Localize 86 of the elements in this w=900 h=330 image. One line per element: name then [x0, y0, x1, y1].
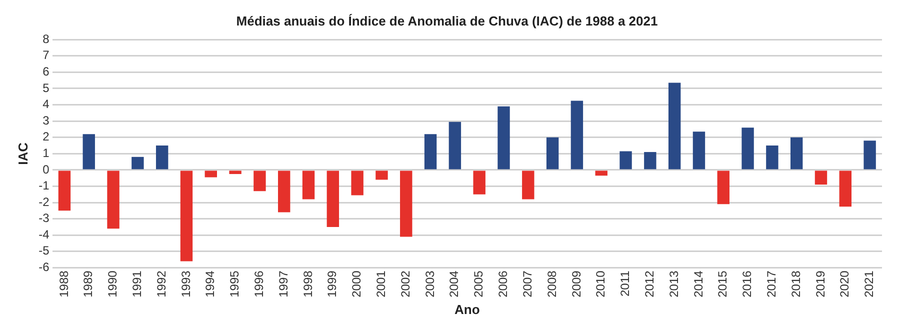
y-tick-label: -2 [38, 194, 50, 209]
y-tick-label: 4 [42, 97, 50, 112]
bar [717, 170, 730, 204]
x-tick-label: 1989 [81, 270, 96, 298]
x-tick-label: 2009 [569, 270, 584, 298]
x-tick-label: 2005 [472, 270, 486, 298]
x-tick-label: 1998 [300, 270, 315, 298]
x-tick-label: 1988 [56, 270, 71, 298]
y-tick-label: -5 [38, 244, 50, 258]
y-tick-label: -3 [38, 211, 50, 226]
y-tick-label: 1 [42, 146, 50, 160]
bar [82, 134, 95, 170]
x-tick-label: 1995 [228, 270, 242, 298]
x-tick-label: 2003 [422, 270, 437, 298]
x-tick-label: 1997 [276, 270, 290, 298]
bar [864, 140, 876, 170]
bar [424, 134, 437, 170]
bar [229, 170, 242, 174]
bar [814, 170, 828, 185]
bar [522, 170, 534, 200]
x-tick-label: 2011 [618, 270, 632, 297]
x-tick-label: 1999 [325, 270, 340, 298]
x-tick-label: 2010 [594, 270, 608, 298]
x-tick-label: 1996 [252, 270, 266, 298]
bar [132, 156, 144, 170]
y-tick-label: -6 [38, 260, 50, 274]
bar [326, 170, 340, 227]
x-tick-label: 2019 [813, 270, 828, 298]
bar [620, 151, 632, 170]
x-tick-label: 2016 [740, 270, 754, 298]
y-tick-label: 2 [42, 130, 50, 144]
x-tick-label: 1990 [106, 270, 120, 298]
y-tick-label: 8 [42, 32, 50, 46]
bar [668, 82, 681, 170]
bar [376, 170, 388, 180]
y-tick-label: 7 [42, 48, 50, 62]
chart-title: Médias anuais do Índice de Anomalia de Chuva (IAC) de 1988 a 2021 [236, 13, 658, 28]
bar [742, 128, 754, 170]
bar [107, 170, 120, 229]
x-tick-label: 2014 [691, 270, 706, 298]
x-axis-title: Ano [454, 302, 480, 317]
bar [351, 170, 364, 196]
bar [644, 152, 656, 170]
bar [790, 137, 803, 170]
y-tick-label: -4 [38, 227, 50, 242]
bar [498, 106, 510, 170]
bar [595, 170, 608, 176]
bar [58, 170, 71, 211]
x-tick-label: 2012 [642, 270, 656, 298]
y-tick-label: 0 [42, 162, 50, 176]
x-tick-label: 2017 [764, 270, 778, 298]
bar [692, 132, 706, 170]
bar [278, 170, 290, 212]
x-tick-label: 2001 [374, 270, 388, 298]
bar [254, 170, 266, 192]
x-tick-label: 2020 [838, 270, 852, 298]
bar [400, 170, 412, 237]
bar [302, 170, 315, 200]
x-tick-label: 2021 [862, 270, 876, 298]
bar [448, 122, 462, 170]
bar [180, 170, 193, 262]
x-tick-label: 2018 [788, 270, 803, 298]
bar [570, 100, 584, 170]
x-tick-label: 2013 [666, 270, 681, 298]
x-tick-label: 1993 [178, 270, 193, 298]
y-tick-label: -1 [38, 178, 50, 193]
bar [156, 146, 168, 170]
x-tick-label: 2002 [398, 270, 412, 298]
bar [473, 170, 486, 194]
x-tick-label: 1992 [154, 270, 168, 298]
x-tick-label: 2007 [520, 270, 534, 298]
x-tick-label: 2004 [447, 270, 462, 298]
bar [839, 170, 852, 207]
x-tick-label: 2000 [350, 270, 364, 298]
x-tick-label: 2006 [496, 270, 510, 298]
bar [546, 137, 559, 170]
x-tick-label: 2015 [716, 270, 730, 298]
x-tick-label: 1994 [203, 270, 218, 298]
y-tick-label: 6 [42, 64, 50, 78]
bar [766, 146, 778, 170]
y-tick-label: 3 [42, 113, 50, 128]
bar [204, 170, 217, 178]
y-axis-title: IAC [15, 142, 30, 165]
x-tick-label: 1991 [130, 270, 144, 298]
x-tick-label: 2008 [544, 270, 559, 298]
y-tick-label: 5 [42, 80, 50, 95]
